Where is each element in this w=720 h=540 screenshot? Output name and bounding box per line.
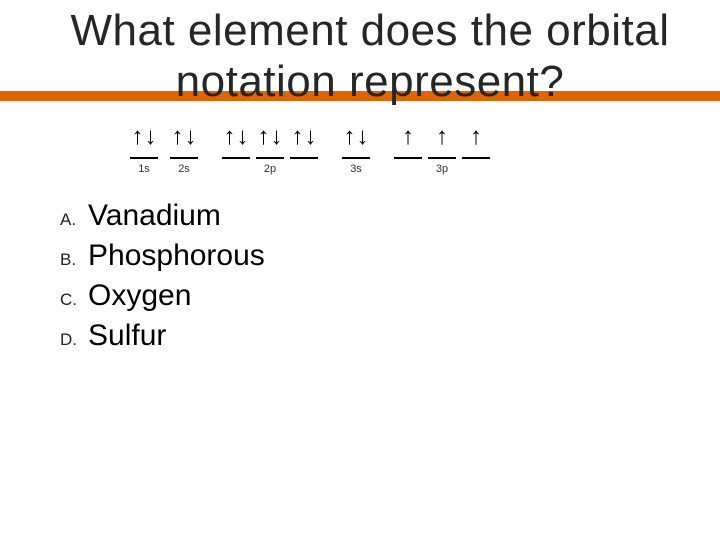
arrow-down-icon: ↓: [305, 125, 317, 149]
orbital-label: 1s: [138, 163, 150, 175]
answer-text: Phosphorous: [88, 239, 265, 273]
orbital-box: ↑↓: [222, 117, 250, 159]
answer-text: Sulfur: [88, 319, 166, 353]
orbital-label: 2s: [178, 163, 190, 175]
orbital-label: 3p: [436, 163, 448, 175]
orbital-diagram: ↑↓1s↑↓2s↑↓↑↓↑↓2p↑↓3s↑↑↑3p: [130, 117, 720, 175]
arrow-down-icon: ↓: [237, 125, 249, 149]
answer-row: D.Sulfur: [60, 319, 720, 353]
answer-row: C.Oxygen: [60, 279, 720, 313]
orbital-box: ↑↓: [290, 117, 318, 159]
orbital-label: 3s: [350, 163, 362, 175]
answer-text: Vanadium: [88, 199, 221, 233]
arrow-up-icon: ↑: [470, 125, 482, 149]
answer-letter: D.: [60, 330, 88, 350]
orbital-box: ↑: [428, 117, 456, 159]
orbital-box: ↑: [394, 117, 422, 159]
arrow-down-icon: ↓: [357, 125, 369, 149]
arrow-down-icon: ↓: [271, 125, 283, 149]
orbital-row: ↑↓: [130, 117, 158, 159]
title-block: What element does the orbital notation r…: [0, 0, 720, 107]
answer-row: B.Phosphorous: [60, 239, 720, 273]
orbital-diagram-container: ↑↓1s↑↓2s↑↓↑↓↑↓2p↑↓3s↑↑↑3p: [0, 117, 720, 175]
orbital-group-3s: ↑↓ 3s: [342, 117, 370, 175]
arrow-down-icon: ↓: [185, 125, 197, 149]
orbital-box: ↑: [462, 117, 490, 159]
orbital-group-2p: ↑↓↑↓↑↓2p: [222, 117, 318, 175]
orbital-box: ↑↓: [170, 117, 198, 159]
arrow-up-icon: ↑: [436, 125, 448, 149]
orbital-box: ↑↓: [256, 117, 284, 159]
arrow-up-icon: ↑: [172, 125, 184, 149]
title-line-1: What element does the orbital: [40, 6, 700, 57]
answer-letter: B.: [60, 250, 88, 270]
title-line-2: notation represent?: [40, 57, 700, 108]
orbital-group-1s: ↑↓ 1s: [130, 117, 158, 175]
arrow-up-icon: ↑: [132, 125, 144, 149]
orbital-row: ↑ ↑ ↑: [394, 117, 490, 159]
arrow-up-icon: ↑: [224, 125, 236, 149]
orbital-group-2s: ↑↓ 2s: [170, 117, 198, 175]
orbital-row: ↑↓: [170, 117, 198, 159]
answer-list: A.VanadiumB.PhosphorousC.OxygenD.Sulfur: [0, 199, 720, 353]
arrow-down-icon: ↓: [145, 125, 157, 149]
answer-letter: A.: [60, 210, 88, 230]
arrow-up-icon: ↑: [402, 125, 414, 149]
arrow-up-icon: ↑: [292, 125, 304, 149]
answer-row: A.Vanadium: [60, 199, 720, 233]
answer-text: Oxygen: [88, 279, 191, 313]
orbital-box: ↑↓: [342, 117, 370, 159]
answer-letter: C.: [60, 290, 88, 310]
arrow-up-icon: ↑: [258, 125, 270, 149]
orbital-group-3p: ↑ ↑ ↑ 3p: [394, 117, 490, 175]
orbital-row: ↑↓↑↓↑↓: [222, 117, 318, 159]
arrow-up-icon: ↑: [344, 125, 356, 149]
orbital-label: 2p: [264, 163, 276, 175]
orbital-box: ↑↓: [130, 117, 158, 159]
orbital-row: ↑↓: [342, 117, 370, 159]
